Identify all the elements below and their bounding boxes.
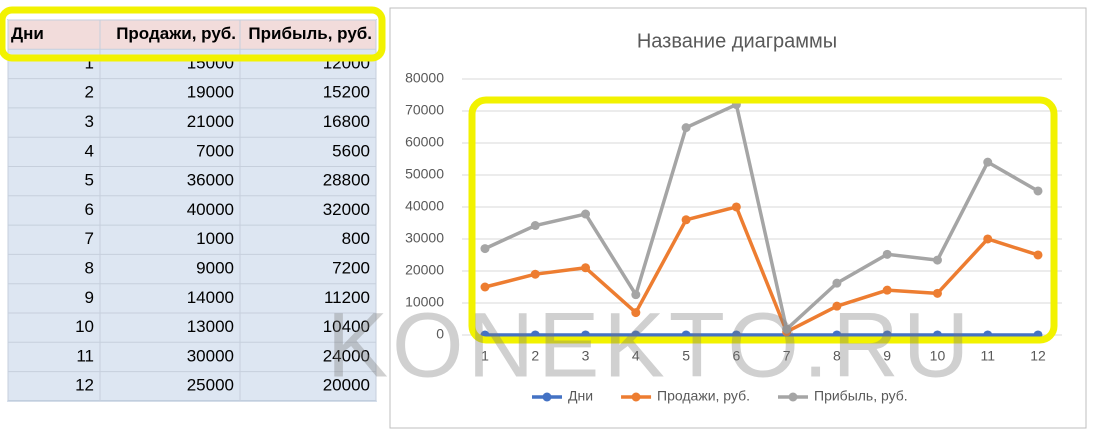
cell: 36000 — [187, 171, 234, 190]
cell: 32000 — [323, 200, 370, 219]
cell: 11200 — [324, 288, 370, 307]
cell: 13000 — [187, 317, 234, 336]
marker — [530, 221, 540, 231]
watermark: KONEKTO.RU — [327, 294, 974, 396]
marker — [932, 288, 942, 298]
legend-marker — [542, 392, 552, 402]
line — [484, 102, 1039, 331]
marker — [832, 301, 842, 311]
marker — [882, 285, 892, 295]
marker — [1033, 186, 1043, 196]
cell: 28800 — [323, 171, 370, 190]
cell: 7200 — [332, 259, 370, 278]
x-tick-label: 7 — [783, 348, 791, 364]
cell: 1000 — [196, 229, 234, 248]
x-tick-label: 8 — [833, 348, 841, 364]
y-tick-label: 40000 — [405, 198, 444, 214]
y-tick-label: 50000 — [405, 166, 444, 182]
column-header: Прибыль, руб. — [248, 24, 372, 43]
cell: 800 — [342, 229, 370, 248]
legend-marker — [788, 392, 798, 402]
marker — [480, 282, 490, 292]
marker — [932, 255, 942, 265]
spreadsheet: Дни Продажи, руб. Прибыль, руб.1 15000 12000… — [7, 19, 377, 402]
marker — [731, 202, 741, 212]
cell: 10 — [75, 317, 94, 336]
cell: 16800 — [323, 112, 370, 131]
header-row — [8, 20, 376, 50]
y-tick-label: 80000 — [405, 70, 444, 86]
column-header: Продажи, руб. — [116, 24, 236, 43]
cell: 4 — [85, 141, 94, 160]
x-tick-label: 10 — [930, 348, 946, 364]
line — [484, 205, 1039, 334]
x-tick-label: 11 — [980, 348, 995, 364]
marker — [631, 308, 641, 318]
cell: 25000 — [187, 376, 234, 395]
cell: 7 — [85, 229, 94, 248]
cell: 9000 — [196, 259, 234, 278]
cell: 8 — [85, 259, 94, 278]
highlight — [468, 96, 1058, 344]
legend-label: Прибыль, руб. — [814, 388, 908, 404]
legend-marker — [631, 392, 641, 402]
x-tick-label: 1 — [481, 348, 489, 364]
x-tick-label: 3 — [582, 348, 590, 364]
x-tick-label: 4 — [632, 348, 640, 364]
marker — [581, 209, 591, 219]
cell: 15200 — [323, 83, 370, 102]
marker — [782, 324, 792, 334]
y-tick-label: 30000 — [405, 230, 444, 246]
cell: 2 — [85, 83, 94, 102]
marker — [882, 249, 892, 259]
x-tick-label: 2 — [531, 348, 539, 364]
cell: 12 — [75, 376, 94, 395]
cell: 10400 — [323, 317, 370, 336]
x-tick-label: 6 — [732, 348, 740, 364]
y-tick-label: 20000 — [405, 262, 444, 278]
table-selection — [7, 19, 377, 402]
cell: 24000 — [323, 346, 370, 365]
cell: 21000 — [187, 112, 234, 131]
cell: 30000 — [187, 346, 234, 365]
legend-label: Дни — [568, 388, 593, 404]
x-tick-label: 5 — [682, 348, 690, 364]
cell: 6 — [85, 200, 94, 219]
x-tick-label: 12 — [1030, 348, 1046, 364]
marker — [581, 263, 591, 273]
marker — [983, 234, 993, 244]
marker — [480, 244, 490, 254]
chart: 0 10000 20000 30000 40000 50000 60000 70000 8000… — [405, 70, 1062, 404]
marker — [631, 290, 641, 300]
y-tick-label: 70000 — [405, 102, 444, 118]
y-tick-label: 0 — [436, 326, 444, 342]
highlight — [0, 6, 386, 62]
marker — [983, 157, 993, 167]
chart-frame — [389, 7, 1087, 429]
chart-title: Название диаграммы — [637, 30, 837, 52]
cell: 3 — [85, 112, 94, 131]
column-header: Дни — [11, 24, 44, 43]
marker — [681, 123, 691, 133]
legend-label: Продажи, руб. — [657, 388, 750, 404]
cell: 40000 — [187, 200, 234, 219]
marker — [681, 215, 691, 225]
y-tick-label: 60000 — [405, 134, 444, 150]
cell: 20000 — [323, 376, 370, 395]
cell: 1 — [85, 53, 94, 72]
cell: 5600 — [332, 141, 370, 160]
y-tick-label: 10000 — [405, 294, 444, 310]
cell: 7000 — [196, 141, 234, 160]
cell: 11 — [76, 346, 94, 365]
cell: 5 — [85, 171, 94, 190]
cell: 14000 — [187, 288, 234, 307]
x-tick-label: 9 — [883, 348, 891, 364]
marker — [832, 278, 842, 288]
marker — [1033, 250, 1043, 260]
marker — [530, 269, 540, 279]
cell: 9 — [85, 288, 94, 307]
cell: 19000 — [187, 83, 234, 102]
